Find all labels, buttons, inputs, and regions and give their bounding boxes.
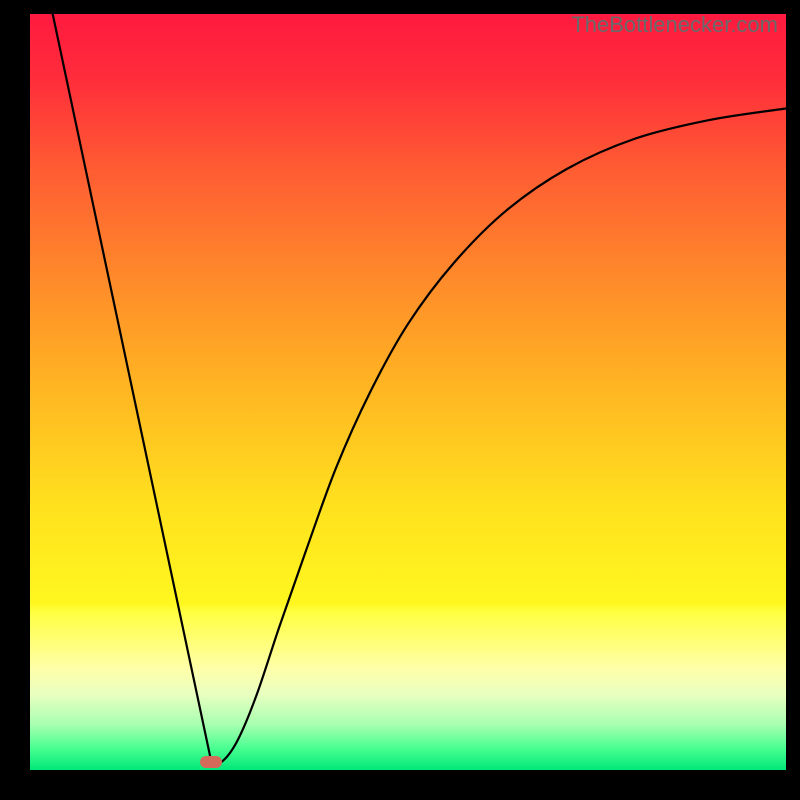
plot-area: [30, 14, 786, 770]
curve-layer: [30, 14, 786, 770]
chart-frame: TheBottlenecker.com: [0, 0, 800, 800]
watermark-text: TheBottlenecker.com: [571, 12, 778, 38]
minimum-marker: [200, 756, 222, 768]
bottleneck-curve: [53, 14, 786, 763]
